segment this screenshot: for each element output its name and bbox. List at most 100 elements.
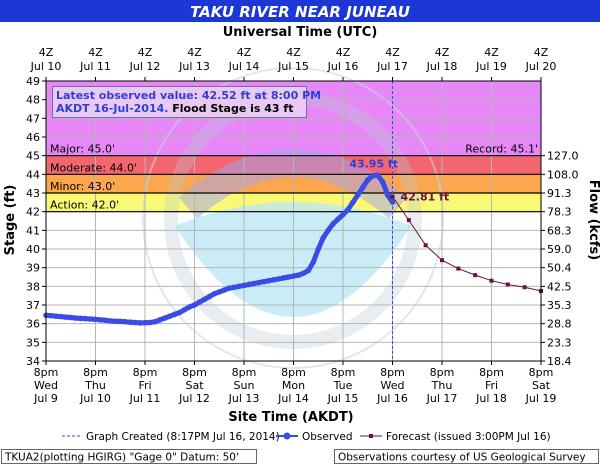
bottom-tick-label-date: Jul 13 <box>228 392 260 405</box>
chart-title: TAKU RIVER NEAR JUNEAU <box>190 3 410 21</box>
observed-point <box>369 173 376 179</box>
observed-point <box>87 316 94 322</box>
bottom-tick-label-time: 8pm <box>182 366 207 379</box>
observed-point <box>122 319 128 325</box>
observed-point <box>77 315 84 322</box>
top-tick-label-date: Jul 20 <box>525 60 557 73</box>
bottom-tick-label-date: Jul 9 <box>33 392 58 405</box>
observed-point <box>63 314 69 320</box>
y-tick-label: 38 <box>26 280 40 293</box>
observed-point <box>171 311 178 318</box>
bottom-tick-label-date: Jul 10 <box>79 392 111 405</box>
observed-point <box>350 199 356 206</box>
bottom-tick-label-date: Jul 12 <box>178 392 210 405</box>
forecast-point <box>390 194 395 199</box>
bottom-tick-label-time: 8pm <box>380 366 405 379</box>
footer-left-text: TKUA2(plotting HGIRG) "Gage 0" Datum: 50… <box>4 452 239 464</box>
observed-point <box>191 302 198 308</box>
y2-axis-title: Flow (kcfs) <box>586 180 600 260</box>
forecast-series-line <box>392 196 542 292</box>
observed-point <box>58 313 64 320</box>
seal-outer-ring <box>142 67 444 369</box>
y2-tick-label: 127.0 <box>547 150 579 163</box>
top-tick-label-time: 4Z <box>435 46 450 59</box>
x-axis-title: Site Time (AKDT) <box>228 410 353 425</box>
legend-graph-created-label: Graph Created (8:17PM Jul 16, 2014) <box>86 431 280 443</box>
observed-point <box>246 281 252 288</box>
footer-left-box <box>1 449 257 464</box>
y2-tick-label: 50.4 <box>547 262 572 275</box>
legend-forecast-marker <box>369 434 373 438</box>
observed-point <box>379 179 386 185</box>
threshold-label-action: Action: 42.0' <box>50 199 119 212</box>
bottom-tick-label-day: Wed <box>34 379 58 392</box>
forecast-point <box>505 282 510 287</box>
observed-point <box>67 314 74 321</box>
y2-tick-label: 35.3 <box>547 299 572 312</box>
observed-point <box>265 277 272 284</box>
top-tick-label-time: 4Z <box>534 46 549 59</box>
observed-point <box>256 279 262 286</box>
info-flood-stage: Flood Stage is 43 ft <box>172 102 293 115</box>
y-tick-label: 37 <box>26 299 40 312</box>
observed-point <box>166 313 173 320</box>
observed-point <box>270 277 277 283</box>
record-label: Record: 45.1' <box>465 143 538 156</box>
legend: Graph Created (8:17PM Jul 16, 2014) Obse… <box>62 431 551 443</box>
top-axis-label: Universal Time (UTC) <box>223 25 378 40</box>
observed-point <box>280 275 287 281</box>
observed-point <box>142 319 148 326</box>
observed-point <box>72 315 79 321</box>
observed-point <box>300 270 307 277</box>
forecast-point <box>423 243 428 248</box>
observed-point <box>295 272 302 278</box>
top-tick-label-date: Jul 16 <box>327 60 359 73</box>
forecast-point <box>406 218 411 223</box>
legend-forecast-label: Forecast (issued 3:00PM Jul 16) <box>386 431 551 443</box>
bottom-tick-label-date: Jul 11 <box>129 392 161 405</box>
observed-point <box>162 315 168 321</box>
observed-point <box>176 309 183 316</box>
latest-observation-box: Latest observed value: 42.52 ft at 8:00 … <box>52 86 321 118</box>
top-tick-label-time: 4Z <box>39 46 54 59</box>
observed-point <box>226 285 232 292</box>
observed-point <box>48 312 54 319</box>
threshold-label-major: Major: 45.0' <box>50 143 115 156</box>
bottom-tick-label-day: Sat <box>532 379 551 392</box>
bottom-tick-label-time: 8pm <box>232 366 257 379</box>
bottom-tick-label-date: Jul 14 <box>277 392 309 405</box>
y2-tick-label: 68.3 <box>547 224 572 237</box>
y2-tick-label: 91.3 <box>547 187 572 200</box>
threshold-label-moderate: Moderate: 44.0' <box>50 161 137 174</box>
observed-point <box>389 199 396 205</box>
observed-point <box>92 316 99 323</box>
info-box-frame <box>52 86 307 118</box>
observed-point <box>102 317 109 324</box>
top-tick-label-time: 4Z <box>385 46 400 59</box>
bottom-tick-label-time: 8pm <box>34 366 59 379</box>
bottom-tick-label-day: Fri <box>485 379 498 392</box>
observed-point <box>196 299 203 306</box>
observed-point <box>97 317 104 323</box>
observed-point <box>186 304 193 310</box>
observed-point <box>117 318 124 325</box>
y-tick-label: 46 <box>26 131 40 144</box>
y-tick-label: 49 <box>26 75 40 88</box>
observed-point <box>290 273 297 279</box>
observed-point <box>157 317 163 323</box>
y-tick-label: 44 <box>26 168 40 181</box>
threshold-label-minor: Minor: 43.0' <box>50 180 115 193</box>
bottom-tick-label-date: Jul 19 <box>525 392 557 405</box>
observed-point <box>384 192 391 198</box>
observed-point <box>275 276 282 282</box>
observed-point <box>137 320 143 326</box>
forecast-point <box>522 285 527 290</box>
observed-point <box>355 192 361 198</box>
y2-tick-label: 18.4 <box>547 355 572 368</box>
forecast-point <box>489 278 494 283</box>
y2-tick-label: 59.0 <box>547 243 572 256</box>
bottom-tick-label-day: Thu <box>431 379 453 392</box>
observed-point <box>53 313 59 320</box>
observed-point <box>132 319 138 326</box>
